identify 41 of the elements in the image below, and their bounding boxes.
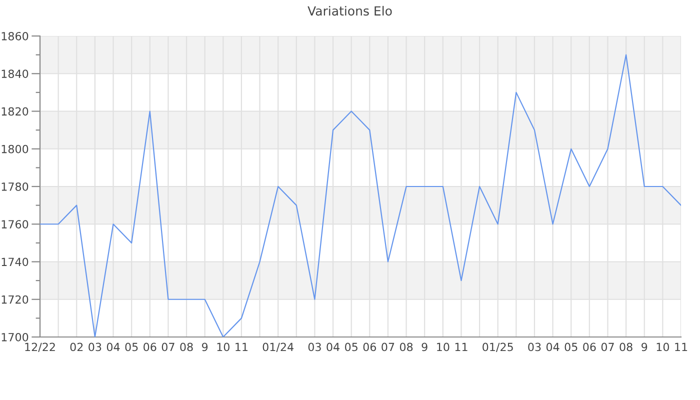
x-tick-label: 06 (583, 342, 596, 352)
y-tick-label: 1720 (2, 295, 28, 304)
x-tick-label: 9 (202, 342, 208, 352)
x-tick-label: 08 (180, 342, 193, 352)
x-tick-label: 01/25 (482, 342, 513, 352)
x-tick-label: 05 (564, 342, 578, 352)
x-tick-label: 10 (437, 342, 450, 352)
x-tick-label: 9 (642, 342, 648, 352)
x-tick-label: 07 (382, 342, 394, 352)
x-tick-label: 03 (308, 342, 321, 352)
x-tick-label: 10 (656, 342, 670, 352)
x-tick-label: 03 (88, 342, 102, 352)
x-tick-label: 03 (528, 342, 541, 352)
x-tick-label: 01/24 (262, 342, 294, 352)
x-tick-label: 10 (217, 342, 230, 352)
x-tick-label: 07 (601, 342, 614, 352)
y-tick-label: 1860 (2, 32, 28, 40)
x-tick-label: 11 (675, 342, 688, 351)
x-tick-label: 11 (236, 342, 248, 351)
x-tick-label: 05 (345, 342, 358, 352)
y-tick-label: 1800 (2, 144, 28, 154)
x-tick-label: 05 (125, 342, 138, 352)
x-tick-label: 04 (326, 342, 340, 352)
x-tick-label: 08 (620, 342, 632, 352)
x-tick-label: 04 (546, 342, 560, 352)
chart-title: Variations Elo (308, 6, 392, 16)
x-tick-label: 07 (162, 342, 174, 352)
x-tick-label: 06 (144, 342, 156, 352)
x-tick-label: 06 (363, 342, 376, 352)
x-tick-label: 04 (106, 342, 120, 352)
y-tick-label: 1740 (2, 258, 28, 266)
x-tick-label: 08 (400, 342, 413, 352)
y-tick-label: 1700 (2, 332, 28, 342)
x-tick-label: 9 (422, 342, 428, 352)
y-tick-label: 1780 (2, 182, 28, 191)
y-tick-label: 1840 (2, 70, 28, 78)
x-tick-label: 12/22 (25, 342, 55, 352)
x-tick-label: 02 (70, 342, 83, 352)
y-tick-label: 1820 (2, 107, 28, 116)
y-tick-label: 1760 (2, 220, 28, 229)
x-tick-label: 11 (455, 342, 468, 351)
